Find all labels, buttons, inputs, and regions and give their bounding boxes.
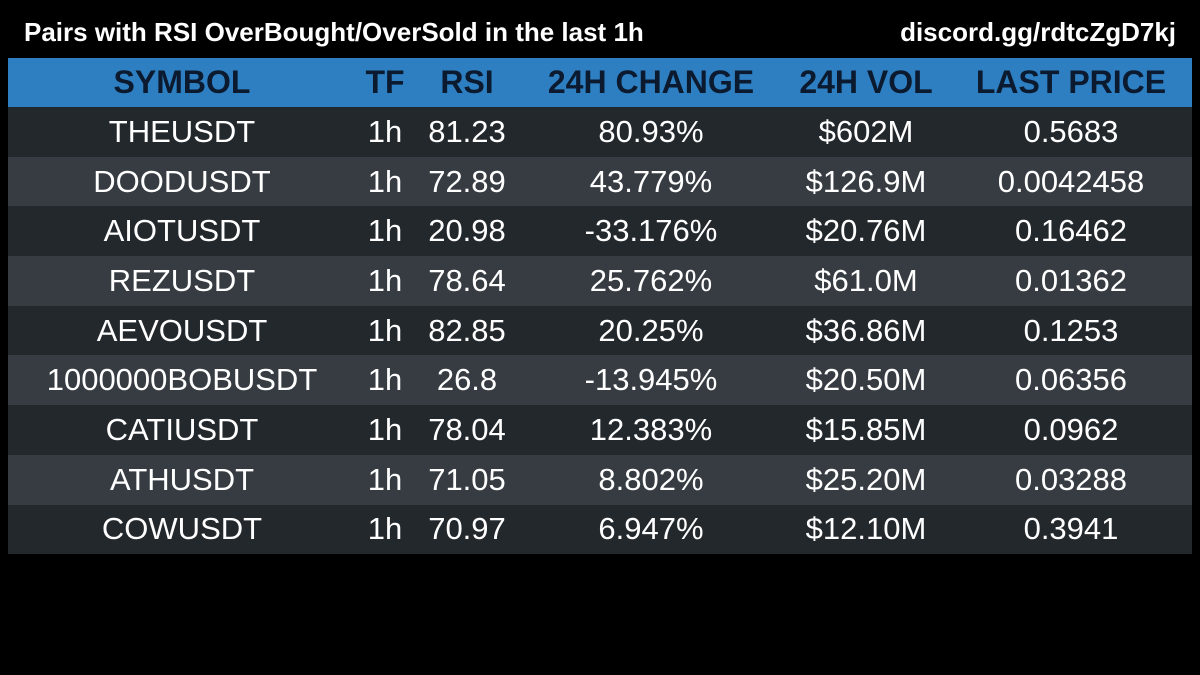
page-title: Pairs with RSI OverBought/OverSold in th… (24, 17, 644, 47)
table-row[interactable]: AIOTUSDT 1h 20.98 -33.176% $20.76M 0.164… (8, 206, 1192, 257)
cell-tf: 1h (367, 262, 403, 298)
cell-last-price: 0.3941 (1023, 511, 1119, 547)
table-row[interactable]: ATHUSDT 1h 71.05 8.802% $25.20M 0.03288 (8, 454, 1192, 505)
column-header-symbol[interactable]: SYMBOL (113, 64, 251, 100)
cell-last-price: 0.16462 (1014, 213, 1128, 249)
cell-last-price: 0.01362 (1014, 262, 1128, 298)
cell-24h-change: 25.762% (589, 262, 713, 298)
rsi-table-container: SYMBOL TF RSI 24H CHANGE 24H VOL LAST PR… (8, 58, 1192, 555)
column-header-rsi[interactable]: RSI (440, 64, 494, 100)
table-row[interactable]: CATIUSDT 1h 78.04 12.383% $15.85M 0.0962 (8, 405, 1192, 455)
cell-24h-change: 6.947% (598, 511, 704, 547)
table-row[interactable]: DOODUSDT 1h 72.89 43.779% $126.9M 0.0042… (8, 156, 1192, 207)
rsi-pairs-table: SYMBOL TF RSI 24H CHANGE 24H VOL LAST PR… (8, 58, 1192, 555)
cell-rsi: 20.98 (428, 213, 506, 249)
cell-rsi: 72.89 (428, 163, 506, 199)
column-header-tf[interactable]: TF (365, 64, 405, 100)
column-header-24h-change[interactable]: 24H CHANGE (547, 64, 755, 100)
cell-last-price: 0.0962 (1023, 411, 1119, 447)
cell-rsi: 71.05 (428, 461, 506, 497)
cell-symbol: COWUSDT (101, 511, 263, 547)
cell-rsi: 70.97 (428, 511, 506, 547)
cell-rsi: 78.04 (428, 411, 506, 447)
cell-last-price: 0.1253 (1023, 312, 1119, 348)
cell-24h-change: 20.25% (598, 312, 704, 348)
cell-24h-change: 8.802% (598, 461, 704, 497)
cell-tf: 1h (367, 362, 403, 398)
cell-24h-vol: $12.10M (805, 511, 927, 547)
table-header-row: SYMBOL TF RSI 24H CHANGE 24H VOL LAST PR… (8, 58, 1192, 107)
cell-tf: 1h (367, 511, 403, 547)
table-row[interactable]: REZUSDT 1h 78.64 25.762% $61.0M 0.01362 (8, 256, 1192, 306)
cell-last-price: 0.5683 (1023, 113, 1119, 149)
cell-symbol: CATIUSDT (105, 411, 259, 447)
cell-rsi: 82.85 (428, 312, 506, 348)
cell-24h-vol: $36.86M (805, 312, 927, 348)
cell-last-price: 0.06356 (1014, 362, 1128, 398)
cell-24h-vol: $61.0M (814, 262, 918, 298)
cell-24h-change: 43.779% (589, 163, 713, 199)
cell-symbol: AIOTUSDT (103, 213, 261, 249)
cell-last-price: 0.0042458 (997, 163, 1145, 199)
table-row[interactable]: AEVOUSDT 1h 82.85 20.25% $36.86M 0.1253 (8, 305, 1192, 356)
cell-tf: 1h (367, 411, 403, 447)
cell-symbol: 1000000BOBUSDT (46, 362, 318, 398)
cell-symbol: THEUSDT (108, 113, 256, 149)
table-row[interactable]: COWUSDT 1h 70.97 6.947% $12.10M 0.3941 (8, 504, 1192, 555)
cell-24h-vol: $25.20M (805, 461, 927, 497)
cell-tf: 1h (367, 113, 403, 149)
cell-24h-change: 80.93% (598, 113, 704, 149)
cell-24h-vol: $20.76M (805, 213, 927, 249)
table-row[interactable]: 1000000BOBUSDT 1h 26.8 -13.945% $20.50M … (8, 355, 1192, 406)
cell-tf: 1h (367, 461, 403, 497)
column-header-24h-vol[interactable]: 24H VOL (799, 64, 933, 100)
column-header-last-price[interactable]: LAST PRICE (975, 64, 1167, 100)
cell-tf: 1h (367, 213, 403, 249)
cell-24h-vol: $20.50M (805, 362, 927, 398)
cell-symbol: DOODUSDT (93, 163, 271, 199)
cell-rsi: 26.8 (436, 362, 498, 398)
cell-rsi: 78.64 (428, 262, 506, 298)
table-row[interactable]: THEUSDT 1h 81.23 80.93% $602M 0.5683 (8, 107, 1192, 157)
discord-invite-link[interactable]: discord.gg/rdtcZgD7kj (900, 17, 1176, 47)
cell-24h-change: 12.383% (589, 411, 713, 447)
cell-24h-vol: $15.85M (805, 411, 927, 447)
cell-tf: 1h (367, 312, 403, 348)
cell-24h-vol: $126.9M (805, 163, 927, 199)
cell-symbol: REZUSDT (108, 262, 256, 298)
cell-24h-change: -33.176% (584, 213, 718, 249)
cell-symbol: ATHUSDT (109, 461, 255, 497)
cell-tf: 1h (367, 163, 403, 199)
header-bar: Pairs with RSI OverBought/OverSold in th… (0, 0, 1200, 58)
cell-symbol: AEVOUSDT (96, 312, 268, 348)
cell-rsi: 81.23 (428, 113, 506, 149)
cell-24h-vol: $602M (818, 113, 914, 149)
cell-24h-change: -13.945% (584, 362, 718, 398)
cell-last-price: 0.03288 (1014, 461, 1128, 497)
